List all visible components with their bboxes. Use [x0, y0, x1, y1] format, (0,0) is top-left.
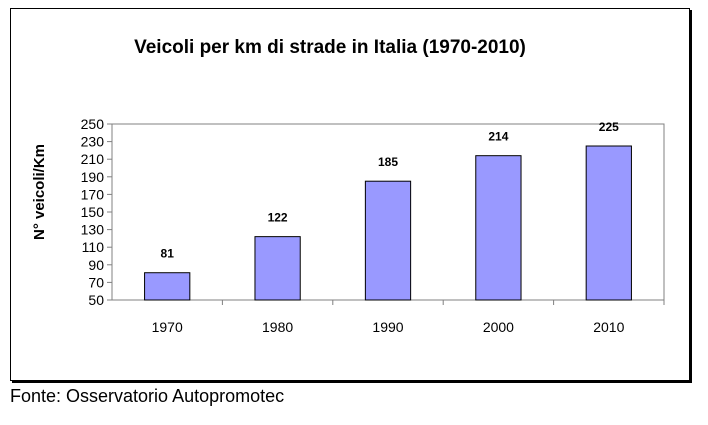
y-axis-label: N° veicoli/Km [31, 144, 48, 240]
y-tick-label: 90 [88, 257, 104, 273]
bar-2000 [475, 155, 522, 301]
y-tick-label: 250 [81, 116, 105, 132]
y-tick-label: 150 [81, 204, 105, 220]
x-tick-label-1970: 1970 [152, 319, 183, 335]
data-label-2000: 214 [488, 130, 508, 144]
y-tick-label: 170 [81, 186, 105, 202]
bar-1970 [144, 272, 191, 301]
bars-group: 81 122 185 214 225 [144, 120, 632, 301]
bar-1980 [254, 236, 301, 301]
y-tick-label: 210 [81, 151, 105, 167]
x-tick-label-1980: 1980 [262, 319, 293, 335]
data-label-2010: 225 [599, 120, 619, 134]
chart-frame [10, 8, 690, 381]
data-label-1980: 122 [268, 211, 288, 225]
source-note: Fonte: Osservatorio Autopromotec [10, 386, 285, 406]
y-tick-label: 110 [82, 239, 105, 255]
data-label-1990: 185 [378, 155, 398, 169]
x-axis: 1970 1980 1990 2000 2010 [152, 300, 665, 335]
x-tick-label-1990: 1990 [372, 319, 403, 335]
bar-2010 [585, 145, 632, 301]
y-tick-label: 130 [81, 222, 105, 238]
y-tick-label: 230 [81, 134, 105, 150]
bar-1990 [364, 180, 412, 301]
y-tick-label: 70 [88, 274, 104, 290]
chart-title: Veicoli per km di strade in Italia (1970… [134, 37, 526, 58]
x-tick-label-2010: 2010 [593, 319, 624, 335]
x-tick-label-2000: 2000 [483, 319, 514, 335]
y-tick-label: 190 [81, 169, 105, 185]
data-label-1970: 81 [161, 247, 175, 261]
y-tick-label: 50 [88, 292, 104, 308]
chart-frame-shadow [12, 10, 692, 383]
